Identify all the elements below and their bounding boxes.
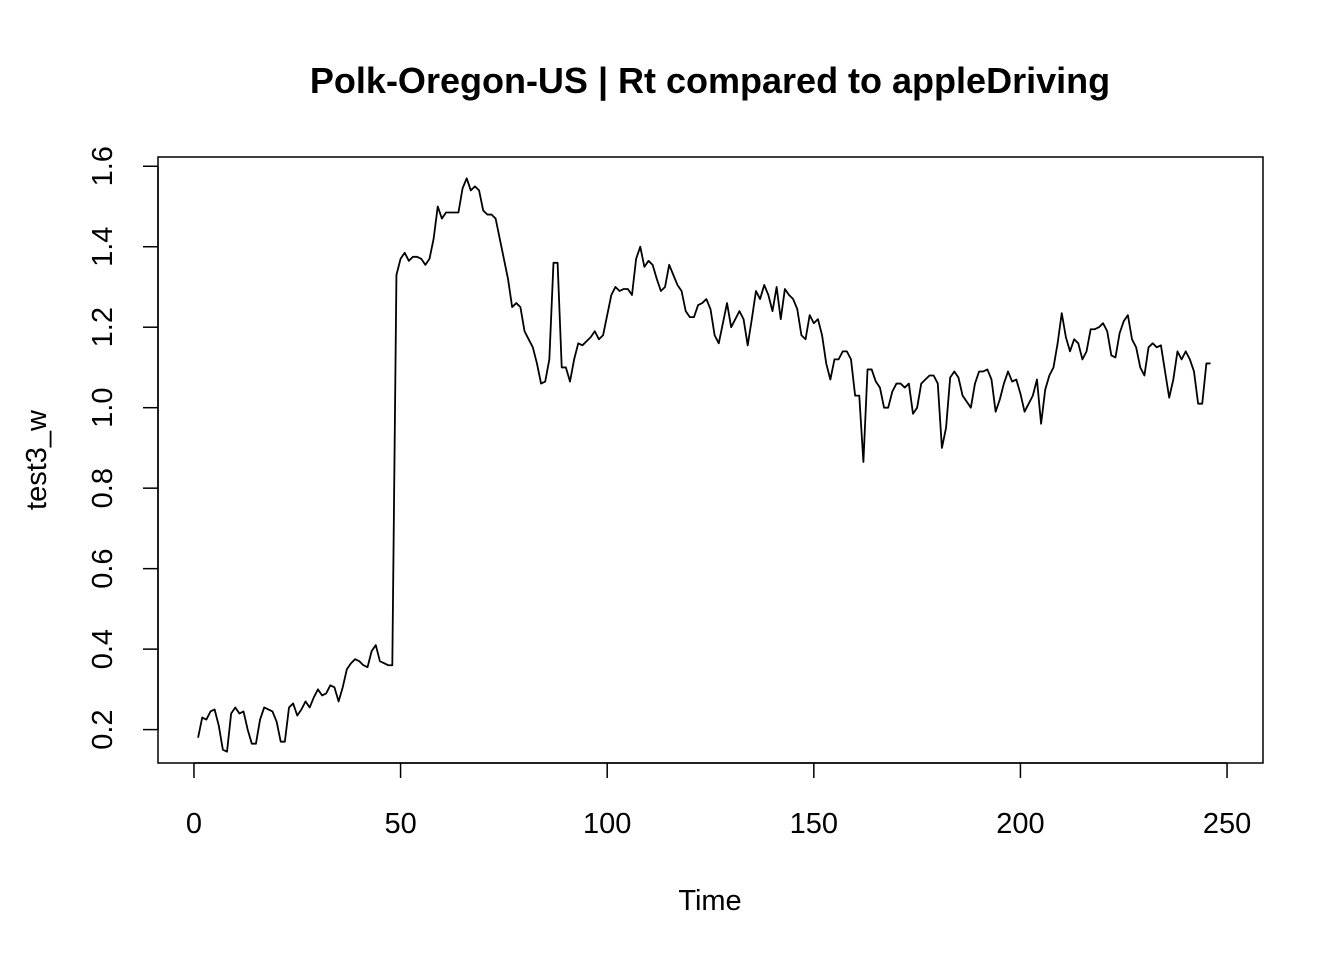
y-tick-label: 1.4 bbox=[87, 227, 119, 267]
x-tick-label: 200 bbox=[996, 808, 1044, 840]
y-tick-label: 1.6 bbox=[87, 146, 119, 186]
y-tick-label: 0.8 bbox=[87, 468, 119, 508]
y-axis: 0.2 0.4 0.6 0.8 1.0 1.2 1.4 1.6 bbox=[87, 146, 159, 750]
x-axis: 0 50 100 150 200 250 bbox=[186, 762, 1251, 840]
chart-title: Polk-Oregon-US | Rt compared to appleDri… bbox=[310, 60, 1110, 102]
y-axis-label: test3_w bbox=[21, 409, 53, 510]
x-tick-label: 0 bbox=[186, 808, 202, 840]
x-tick-label: 150 bbox=[790, 808, 838, 840]
y-tick-label: 1.2 bbox=[87, 307, 119, 347]
y-tick-label: 0.4 bbox=[87, 629, 119, 669]
x-tick-label: 50 bbox=[384, 808, 416, 840]
y-tick-label: 0.6 bbox=[87, 548, 119, 588]
series-line bbox=[197, 177, 1211, 753]
plot-frame bbox=[157, 156, 1264, 764]
x-axis-label: Time bbox=[678, 885, 741, 917]
x-tick-label: 100 bbox=[583, 808, 631, 840]
series-layer bbox=[197, 177, 1211, 753]
y-tick-label: 1.0 bbox=[87, 388, 119, 428]
x-tick-label: 250 bbox=[1203, 808, 1251, 840]
y-tick-label: 0.2 bbox=[87, 709, 119, 749]
